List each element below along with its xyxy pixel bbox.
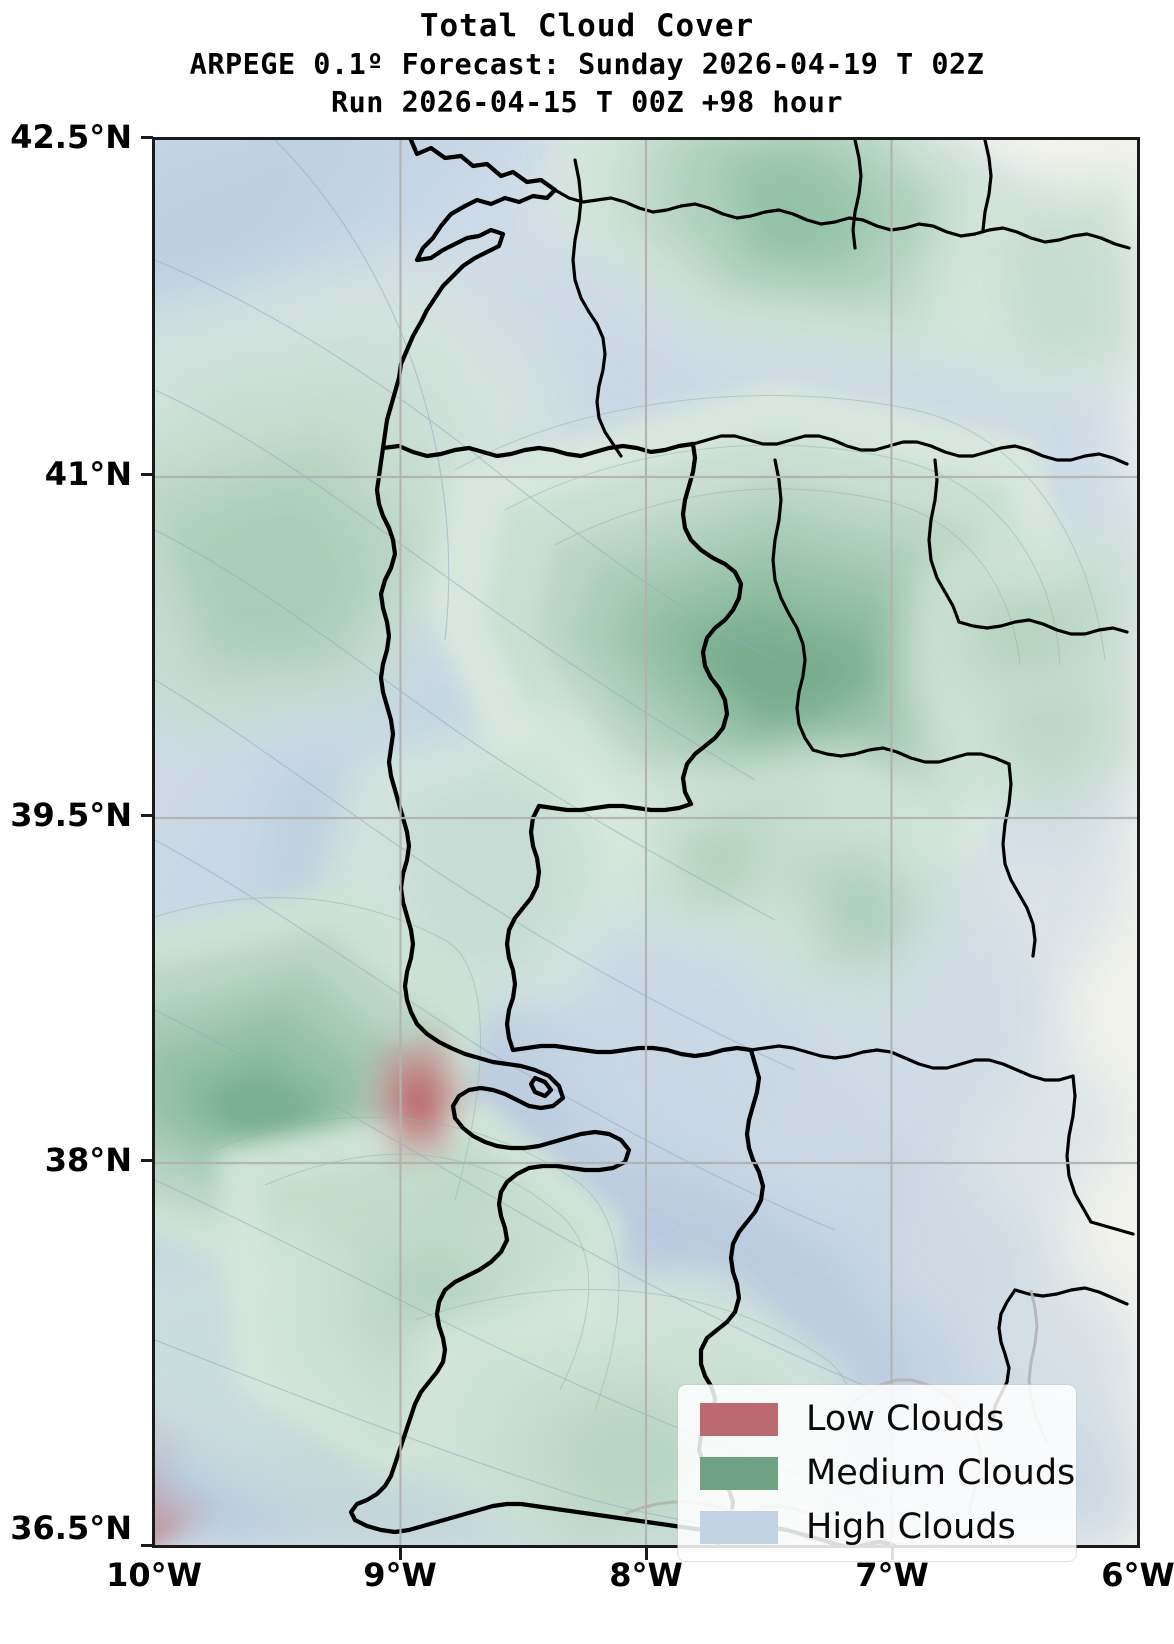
y-tick-label: 38°N [44, 1141, 132, 1179]
y-tick-mark [141, 136, 153, 139]
y-tick-mark [141, 1544, 153, 1547]
map-canvas [155, 140, 1137, 1545]
x-tick-label: 10°W [106, 1556, 202, 1594]
x-tick-label: 9°W [363, 1556, 437, 1594]
legend-item-medium-clouds[interactable]: Medium Clouds [700, 1453, 1075, 1493]
legend-label-medium-clouds: Medium Clouds [806, 1452, 1076, 1493]
map-plot-area[interactable] [152, 137, 1140, 1548]
forecast-subtitle: ARPEGE 0.1º Forecast: Sunday 2026-04-19 … [189, 48, 985, 81]
legend-item-high-clouds[interactable]: High Clouds [700, 1507, 1016, 1547]
run-subtitle: Run 2026-04-15 T 00Z +98 hour [330, 86, 844, 119]
x-tick-label: 8°W [609, 1556, 683, 1594]
legend-swatch-medium-clouds [700, 1456, 778, 1490]
y-tick-label: 42.5°N [10, 118, 132, 156]
legend-swatch-high-clouds [700, 1510, 778, 1544]
y-tick-mark [141, 473, 153, 476]
y-tick-label: 36.5°N [10, 1509, 132, 1547]
y-axis-labels: 42.5°N 41°N 39.5°N 38°N 36.5°N [0, 0, 146, 1644]
legend-label-high-clouds: High Clouds [806, 1506, 1016, 1547]
x-tick-label: 6°W [1101, 1556, 1174, 1594]
y-tick-mark [141, 1159, 153, 1162]
legend-item-low-clouds[interactable]: Low Clouds [700, 1399, 1004, 1439]
x-tick-mark [399, 1548, 402, 1560]
y-tick-mark [141, 814, 153, 817]
y-tick-label: 41°N [44, 455, 132, 493]
title-block: Total Cloud Cover ARPEGE 0.1º Forecast: … [0, 0, 1174, 122]
legend-label-low-clouds: Low Clouds [806, 1398, 1005, 1439]
page-title: Total Cloud Cover [419, 8, 755, 44]
map-legend[interactable]: Low Clouds Medium Clouds High Clouds [678, 1385, 1076, 1561]
cloud-cover-map [155, 140, 1137, 1545]
x-tick-label: 7°W [855, 1556, 929, 1594]
y-tick-label: 39.5°N [10, 796, 132, 834]
legend-swatch-low-clouds [700, 1402, 778, 1436]
x-tick-mark [645, 1548, 648, 1560]
